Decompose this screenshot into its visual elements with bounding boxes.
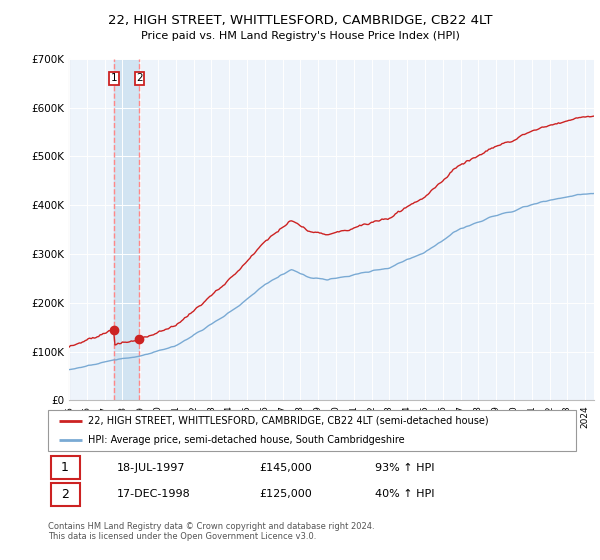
Text: HPI: Average price, semi-detached house, South Cambridgeshire: HPI: Average price, semi-detached house,… [88, 435, 404, 445]
Text: 2: 2 [61, 488, 69, 501]
FancyBboxPatch shape [48, 410, 576, 451]
Text: 40% ↑ HPI: 40% ↑ HPI [376, 489, 435, 500]
Text: 2: 2 [136, 73, 143, 83]
Text: 93% ↑ HPI: 93% ↑ HPI [376, 463, 435, 473]
FancyBboxPatch shape [50, 456, 80, 479]
Text: Contains HM Land Registry data © Crown copyright and database right 2024.
This d: Contains HM Land Registry data © Crown c… [48, 522, 374, 542]
Text: £145,000: £145,000 [259, 463, 312, 473]
Text: Price paid vs. HM Land Registry's House Price Index (HPI): Price paid vs. HM Land Registry's House … [140, 31, 460, 41]
Text: 22, HIGH STREET, WHITTLESFORD, CAMBRIDGE, CB22 4LT: 22, HIGH STREET, WHITTLESFORD, CAMBRIDGE… [108, 14, 492, 27]
Text: 17-DEC-1998: 17-DEC-1998 [116, 489, 190, 500]
FancyBboxPatch shape [50, 483, 80, 506]
Text: 1: 1 [111, 73, 118, 83]
Text: £125,000: £125,000 [259, 489, 312, 500]
Text: 1: 1 [61, 461, 69, 474]
Bar [114, 59, 139, 400]
Text: 22, HIGH STREET, WHITTLESFORD, CAMBRIDGE, CB22 4LT (semi-detached house): 22, HIGH STREET, WHITTLESFORD, CAMBRIDGE… [88, 416, 488, 426]
Text: 18-JUL-1997: 18-JUL-1997 [116, 463, 185, 473]
